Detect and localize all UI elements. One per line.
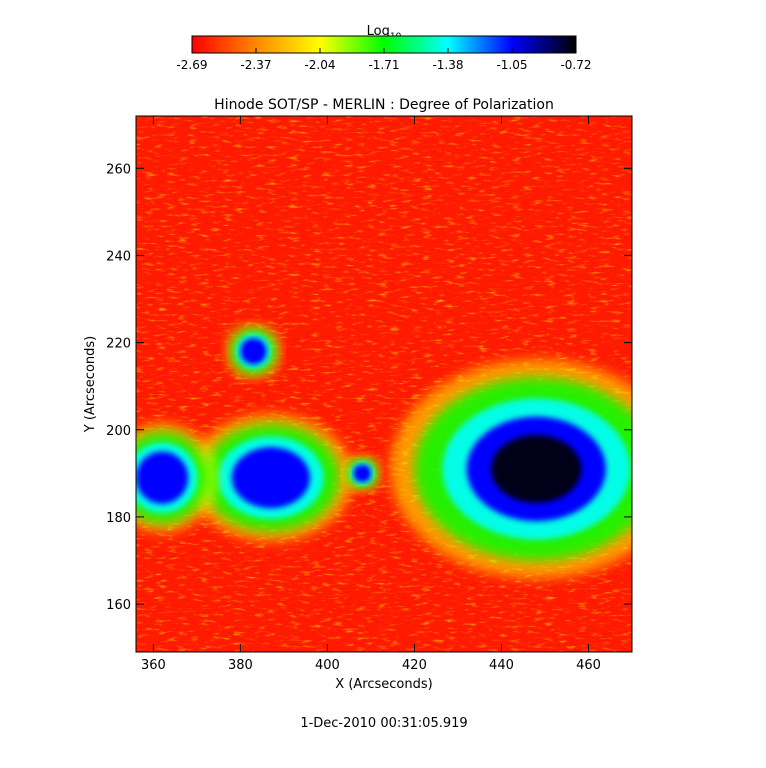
timestamp-footer: 1-Dec-2010 00:31:05.919 [300, 716, 467, 731]
x-tick-label: 460 [576, 658, 601, 673]
y-axis-label: Y (Arcseconds) [83, 336, 98, 433]
pore-region [226, 323, 281, 379]
plot-area [136, 116, 632, 652]
pore-halo [244, 342, 262, 360]
y-tick-label: 220 [106, 337, 131, 352]
y-axis: 160 180 200 220 240 260 [106, 162, 632, 613]
chart-title: Hinode SOT/SP - MERLIN : Degree of Polar… [214, 97, 554, 113]
pore-halo [145, 460, 180, 495]
pore-region [136, 422, 217, 533]
colorbar-tick-label: -2.04 [304, 58, 335, 72]
pore-region [343, 455, 381, 492]
sunspot-region [390, 359, 632, 579]
colorbar-tick-label: -0.72 [560, 58, 591, 72]
pore-region [188, 413, 354, 542]
x-tick-label: 360 [141, 658, 166, 673]
colorbar-ticks: -2.69 -2.37 -2.04 -1.71 -1.38 -1.05 -0.72 [176, 48, 592, 72]
x-axis-label: X (Arcseconds) [335, 677, 432, 692]
y-tick-label: 160 [106, 598, 131, 613]
y-tick-label: 200 [106, 424, 131, 439]
colorbar-tick-label: -2.37 [240, 58, 271, 72]
colorbar-tick-label: -2.69 [176, 58, 207, 72]
sunspot-halo [491, 434, 582, 503]
y-tick-label: 260 [106, 162, 131, 177]
x-axis: 360 380 400 420 440 460 [141, 116, 601, 673]
x-tick-label: 400 [315, 658, 340, 673]
x-tick-label: 440 [489, 658, 514, 673]
heatmap-features [136, 323, 632, 579]
y-tick-label: 240 [106, 249, 131, 264]
pore-halo [245, 457, 297, 498]
y-tick-label: 180 [106, 511, 131, 526]
x-tick-label: 420 [402, 658, 427, 673]
plot-frame [135, 115, 633, 653]
colorbar-tick-label: -1.05 [496, 58, 527, 72]
colorbar-tick-label: -1.38 [432, 58, 463, 72]
x-tick-label: 380 [228, 658, 253, 673]
colorbar-tick-label: -1.71 [368, 58, 399, 72]
pore-halo [356, 467, 368, 479]
colorbar: Log10 -2.69-2.37-2.04-1.71-1.38-1.05-0.7… [176, 24, 591, 72]
